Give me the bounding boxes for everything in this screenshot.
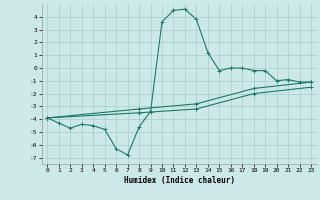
X-axis label: Humidex (Indice chaleur): Humidex (Indice chaleur) [124, 176, 235, 185]
